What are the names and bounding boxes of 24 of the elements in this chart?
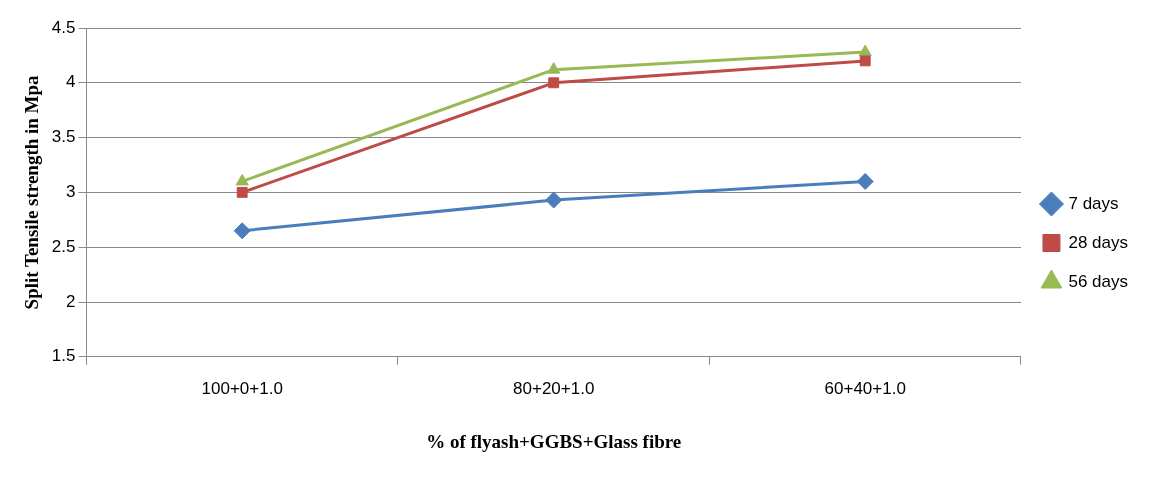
- point: [859, 55, 871, 67]
- y-tick-label: 2: [65, 291, 76, 311]
- legend-label: 7 days: [1068, 193, 1119, 213]
- point: [547, 62, 561, 74]
- x-tick-label: 100+0+1.0: [201, 378, 283, 398]
- point: [548, 77, 560, 89]
- y-tick-label: 3.5: [51, 127, 76, 147]
- y-tick-label: 4.5: [51, 17, 76, 37]
- point: [858, 44, 872, 57]
- y-tick-label: 1.5: [51, 346, 76, 366]
- y-tick-label: 2.5: [51, 236, 76, 256]
- legend-label: 28 days: [1068, 232, 1129, 252]
- point: [235, 173, 249, 186]
- y-axis-title: Split Tensile strength in Mpa: [21, 74, 43, 310]
- point: [545, 191, 563, 209]
- legend-label: 56 days: [1068, 271, 1129, 291]
- point: [856, 172, 874, 190]
- x-axis-title: % of flyash+GGBS+Glass fibre: [426, 430, 682, 452]
- point: [236, 186, 248, 198]
- y-tick-label: 3: [65, 182, 76, 202]
- x-tick-label: 80+20+1.0: [513, 378, 595, 398]
- point: [233, 222, 251, 240]
- x-tick-label: 60+40+1.0: [824, 378, 906, 398]
- y-tick-label: 4: [65, 72, 76, 92]
